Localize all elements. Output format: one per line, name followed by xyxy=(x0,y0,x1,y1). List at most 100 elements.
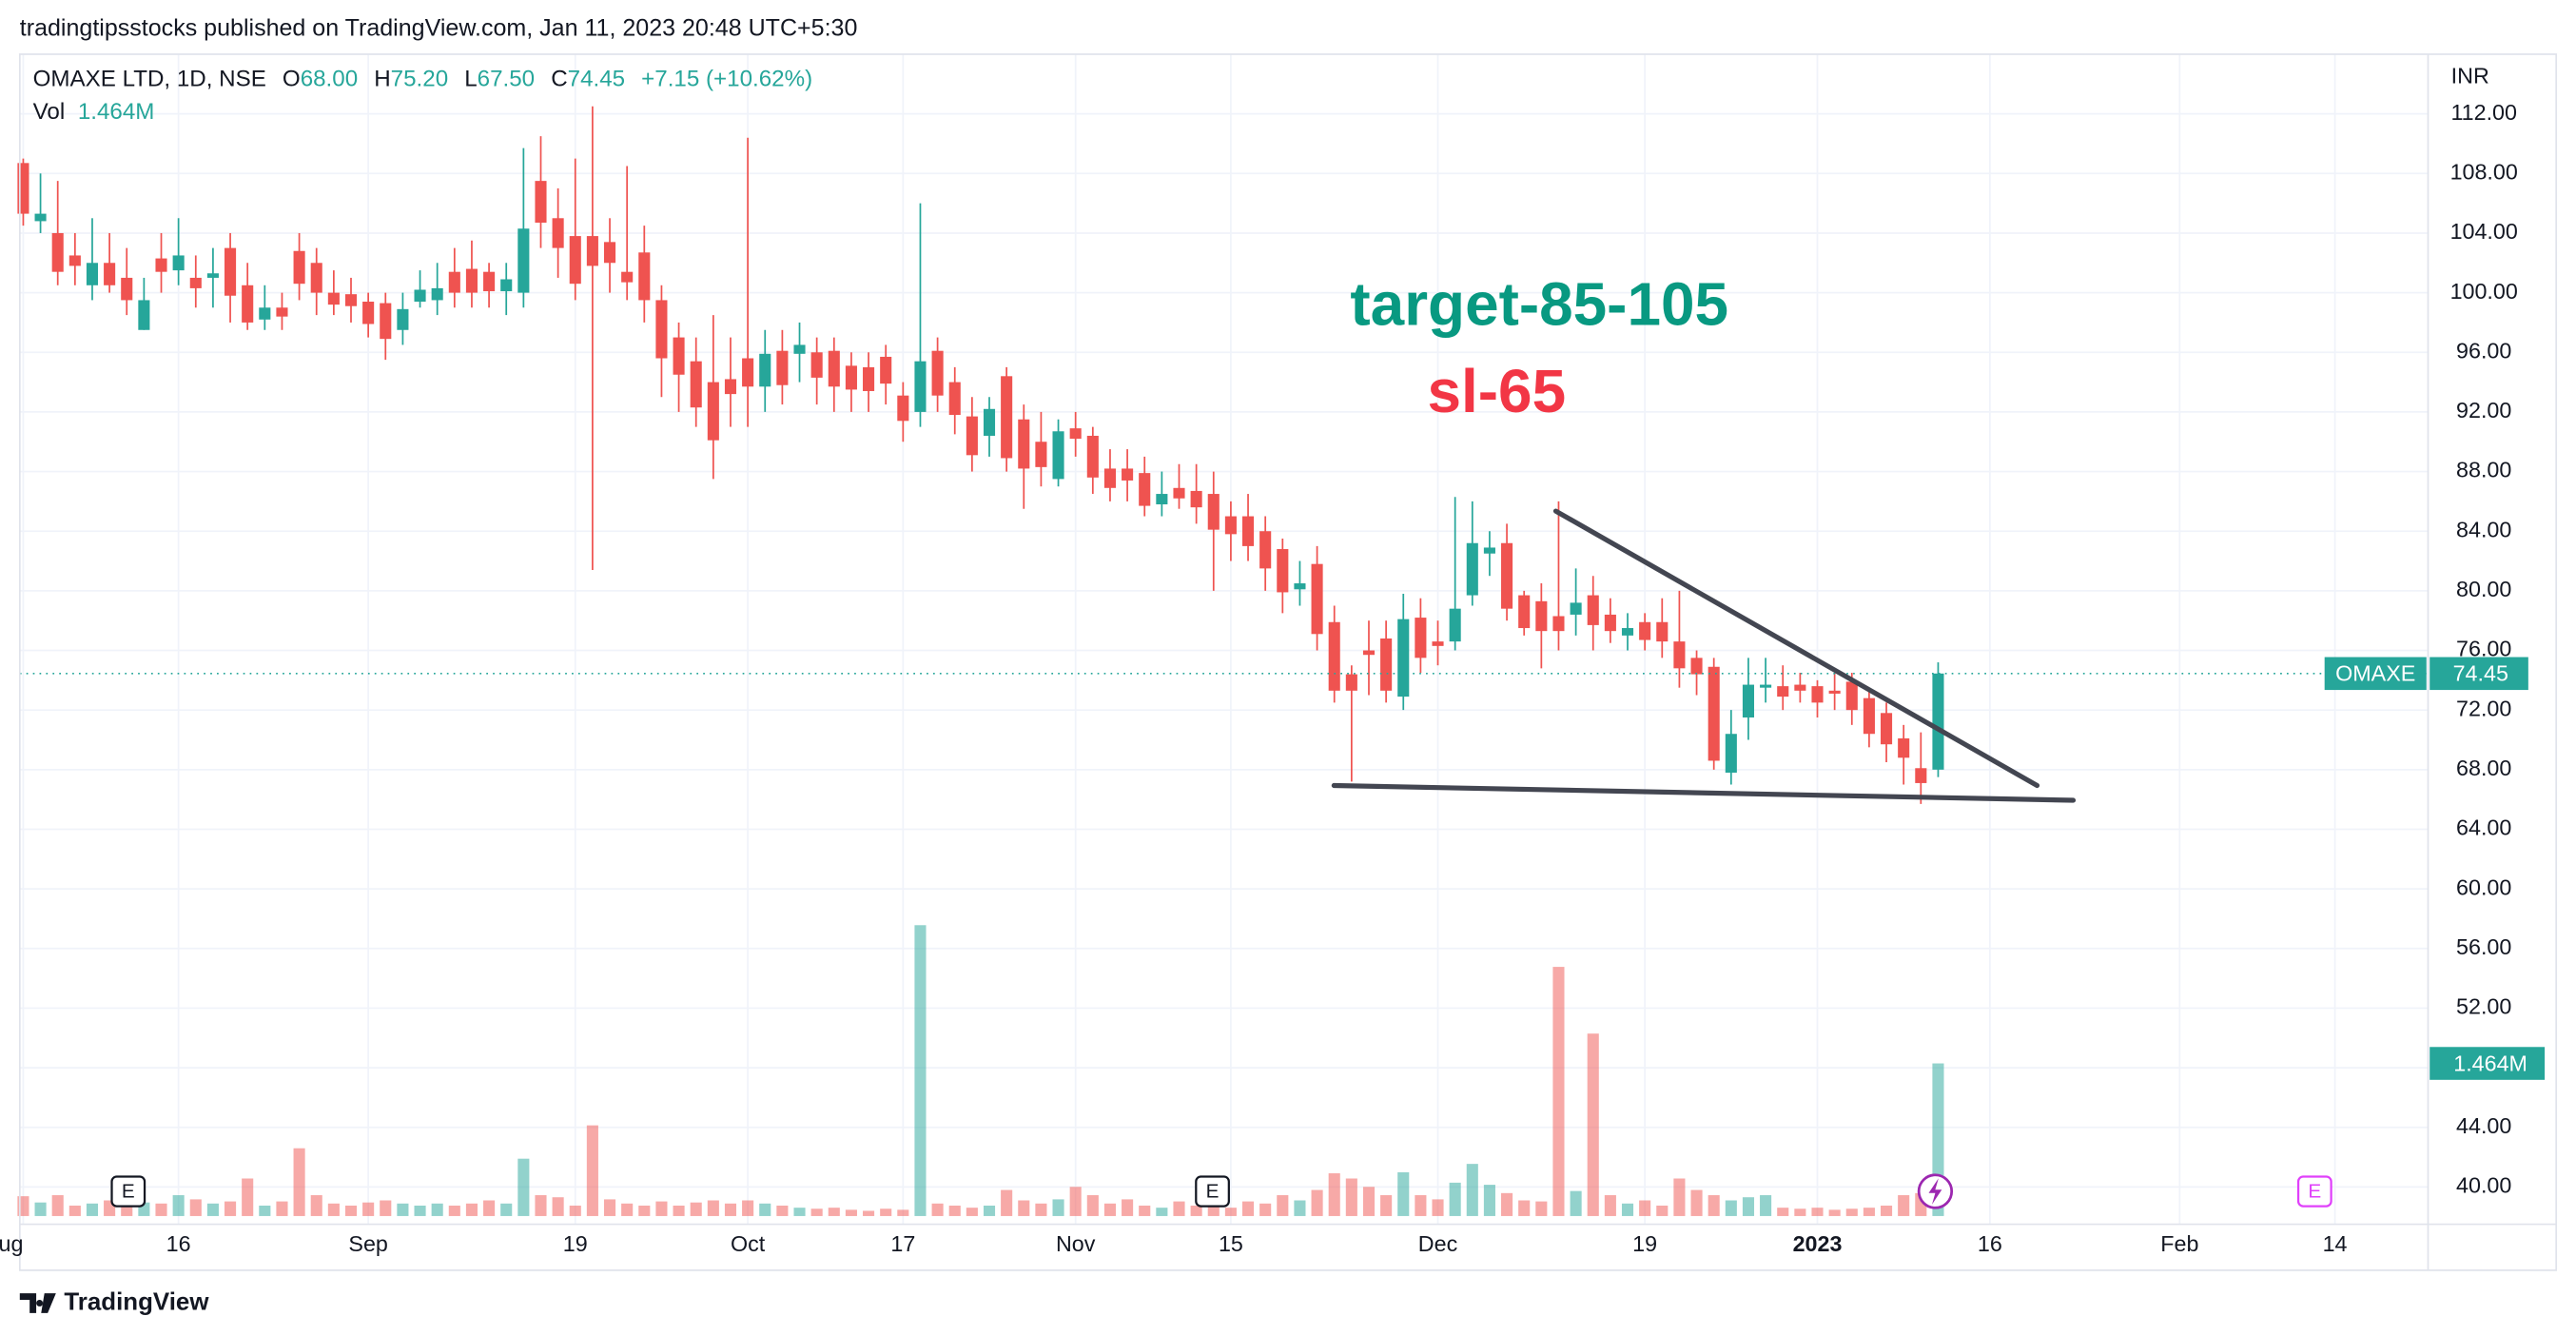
y-tick-label: 84.00 xyxy=(2456,517,2511,541)
candle-body xyxy=(707,382,719,441)
volume-bar xyxy=(1466,1164,1478,1216)
volume-bar xyxy=(68,1205,81,1216)
volume-bar xyxy=(465,1203,478,1216)
marker-label: E xyxy=(2308,1180,2321,1202)
candle-body xyxy=(897,395,909,422)
candle-body xyxy=(1069,428,1082,440)
candle-body xyxy=(1173,487,1185,499)
volume-bar xyxy=(1604,1195,1616,1216)
candle-body xyxy=(1673,641,1686,669)
candle-body xyxy=(327,292,340,305)
candle-body xyxy=(1139,473,1151,506)
x-tick-label: Oct xyxy=(731,1231,766,1256)
volume-bar xyxy=(34,1202,47,1216)
candle-body xyxy=(1760,684,1772,688)
volume-bar xyxy=(1742,1197,1755,1216)
volume-bar xyxy=(983,1205,996,1216)
candle-body xyxy=(880,356,892,384)
symbol-tag xyxy=(2324,657,2427,691)
y-tick-label: 64.00 xyxy=(2456,815,2511,840)
candle-body xyxy=(1190,490,1202,508)
candle-body xyxy=(759,353,771,387)
volume-key: Vol xyxy=(33,100,66,126)
volume-bar xyxy=(1898,1195,1910,1216)
candle-body xyxy=(1535,600,1548,632)
y-tick-label: 108.00 xyxy=(2450,159,2518,184)
volume-bar xyxy=(189,1199,202,1216)
brand: TradingView xyxy=(19,1288,209,1315)
y-tick-label: 80.00 xyxy=(2456,577,2511,601)
candle-body xyxy=(1035,442,1047,467)
candle-body xyxy=(914,361,927,412)
volume-bar xyxy=(1673,1178,1686,1216)
candle-body xyxy=(1898,737,1910,758)
candle-body xyxy=(1794,684,1806,691)
candle-body xyxy=(86,263,99,285)
candle-body xyxy=(569,236,581,285)
volume-bar xyxy=(259,1205,271,1216)
x-tick-label: Nov xyxy=(1056,1231,1096,1256)
volume-bar xyxy=(569,1205,581,1216)
candle-body xyxy=(1018,419,1030,469)
candle-body xyxy=(259,307,271,320)
grid xyxy=(19,53,2429,1225)
x-tick-label: 16 xyxy=(1978,1231,2002,1256)
annotation-stoploss: sl-65 xyxy=(1428,357,1567,425)
y-tick-label: 68.00 xyxy=(2456,756,2511,780)
y-tick-label: 52.00 xyxy=(2456,994,2511,1019)
candle-body xyxy=(431,287,443,301)
candle-body xyxy=(690,361,702,408)
volume-bar xyxy=(1656,1205,1669,1216)
candle-body xyxy=(1828,690,1841,694)
volume-pane xyxy=(17,925,1944,1216)
volume-bar xyxy=(845,1209,857,1216)
volume-bar xyxy=(1122,1199,1134,1216)
volume-bar xyxy=(1639,1200,1651,1216)
volume-bar xyxy=(431,1203,443,1216)
volume-bar xyxy=(1794,1208,1806,1216)
volume-bar xyxy=(1483,1185,1495,1216)
x-tick-label: ug xyxy=(0,1231,23,1256)
candle-body xyxy=(380,303,392,340)
candle-body xyxy=(983,408,996,436)
volume-bar xyxy=(224,1201,237,1216)
volume-bar xyxy=(1311,1189,1323,1216)
candle-body xyxy=(1294,583,1306,590)
volume-bar xyxy=(1587,1033,1599,1216)
candle-body xyxy=(397,308,409,330)
candle-body xyxy=(793,344,806,354)
split-marker xyxy=(1917,1173,1954,1209)
volume-bar xyxy=(1018,1200,1030,1216)
candle-body xyxy=(1690,658,1703,675)
candle-body xyxy=(1604,614,1616,632)
candle-body xyxy=(1708,666,1720,761)
price-pane xyxy=(17,106,2429,804)
candle-body xyxy=(586,236,598,266)
candle-body xyxy=(931,350,944,396)
volume-bar xyxy=(621,1203,634,1216)
publisher-line: tradingtipsstocks published on TradingVi… xyxy=(20,15,858,42)
volume-value: 1.464M xyxy=(78,100,155,126)
candle-body xyxy=(1259,531,1272,569)
candle-body xyxy=(1432,641,1444,646)
volume-bar xyxy=(759,1203,771,1216)
candle-body xyxy=(535,181,547,223)
volume-bar xyxy=(1690,1189,1703,1216)
change: +7.15 (+10.62%) xyxy=(641,67,812,92)
candle-body xyxy=(1328,621,1340,691)
candle-body xyxy=(810,352,823,378)
volume-bar xyxy=(966,1208,978,1216)
candle-body xyxy=(621,271,634,283)
volume-bar xyxy=(828,1208,840,1216)
volume-bar xyxy=(1035,1203,1047,1216)
volume-bar xyxy=(517,1158,530,1216)
price-tag-label: 74.45 xyxy=(2453,661,2508,686)
candle-body xyxy=(224,247,237,296)
candle-body xyxy=(1052,431,1064,480)
volume-bar xyxy=(897,1209,909,1216)
volume-bar xyxy=(327,1203,340,1216)
candle-body xyxy=(1811,686,1824,703)
candle-body xyxy=(362,302,375,324)
volume-bar xyxy=(586,1125,598,1216)
